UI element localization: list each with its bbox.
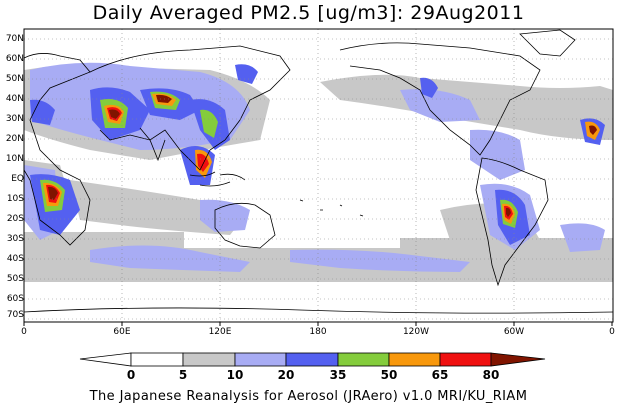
lat-label: 40N <box>5 94 24 104</box>
colorbar-bin-5 <box>337 352 390 367</box>
lat-label: 60N <box>5 54 24 64</box>
lat-label: 30N <box>5 114 24 124</box>
colorbar-bin-1 <box>130 352 184 367</box>
lon-label: 60E <box>113 327 131 337</box>
coastlines <box>23 29 614 314</box>
lon-label: 120E <box>208 327 232 337</box>
lon-label: 180 <box>309 327 327 337</box>
pm25-field-darkred <box>48 94 597 217</box>
lat-label: 70S <box>6 310 24 320</box>
credit-footer: The Japanese Reanalysis for Aerosol (JRA… <box>89 389 528 404</box>
colorbar-label: 10 <box>226 368 244 382</box>
colorbar-label: 80 <box>482 368 500 382</box>
lon-label: 0 <box>609 327 615 337</box>
lat-label: 30S <box>6 234 24 244</box>
lon-label: 120W <box>402 327 430 337</box>
colorbar-label: 0 <box>126 368 136 382</box>
colorbar-bin-3 <box>234 352 287 367</box>
colorbar-label: 20 <box>277 368 295 382</box>
lat-label: 70N <box>5 34 24 44</box>
axis-ticks <box>23 322 613 326</box>
lat-label: 60S <box>6 294 24 304</box>
lat-label: 20N <box>5 134 24 144</box>
colorbar-label: 5 <box>178 368 188 382</box>
lat-label: EQ <box>11 174 24 184</box>
lat-label: 10S <box>6 194 24 204</box>
lon-label: 60W <box>503 327 525 337</box>
colorbar <box>79 352 546 367</box>
colorbar-label: 35 <box>329 368 347 382</box>
colorbar-bin-6 <box>388 352 441 367</box>
lat-label: 50N <box>5 74 24 84</box>
lat-label: 20S <box>6 214 24 224</box>
lat-label: 50S <box>6 274 24 284</box>
colorbar-label: 65 <box>431 368 449 382</box>
colorbar-bin-0 <box>79 352 132 367</box>
lon-label: 0 <box>21 327 27 337</box>
gridlines <box>24 29 613 322</box>
map-title: Daily Averaged PM2.5 [ug/m3]: 29Aug2011 <box>92 2 525 24</box>
colorbar-bin-4 <box>285 352 339 367</box>
lat-label: 40S <box>6 254 24 264</box>
map-panel <box>23 28 614 326</box>
colorbar-bin-2 <box>182 352 236 367</box>
colorbar-bin-7 <box>439 352 492 367</box>
colorbar-label: 50 <box>380 368 398 382</box>
lat-label: 10N <box>5 154 24 164</box>
colorbar-bin-8 <box>490 352 546 367</box>
